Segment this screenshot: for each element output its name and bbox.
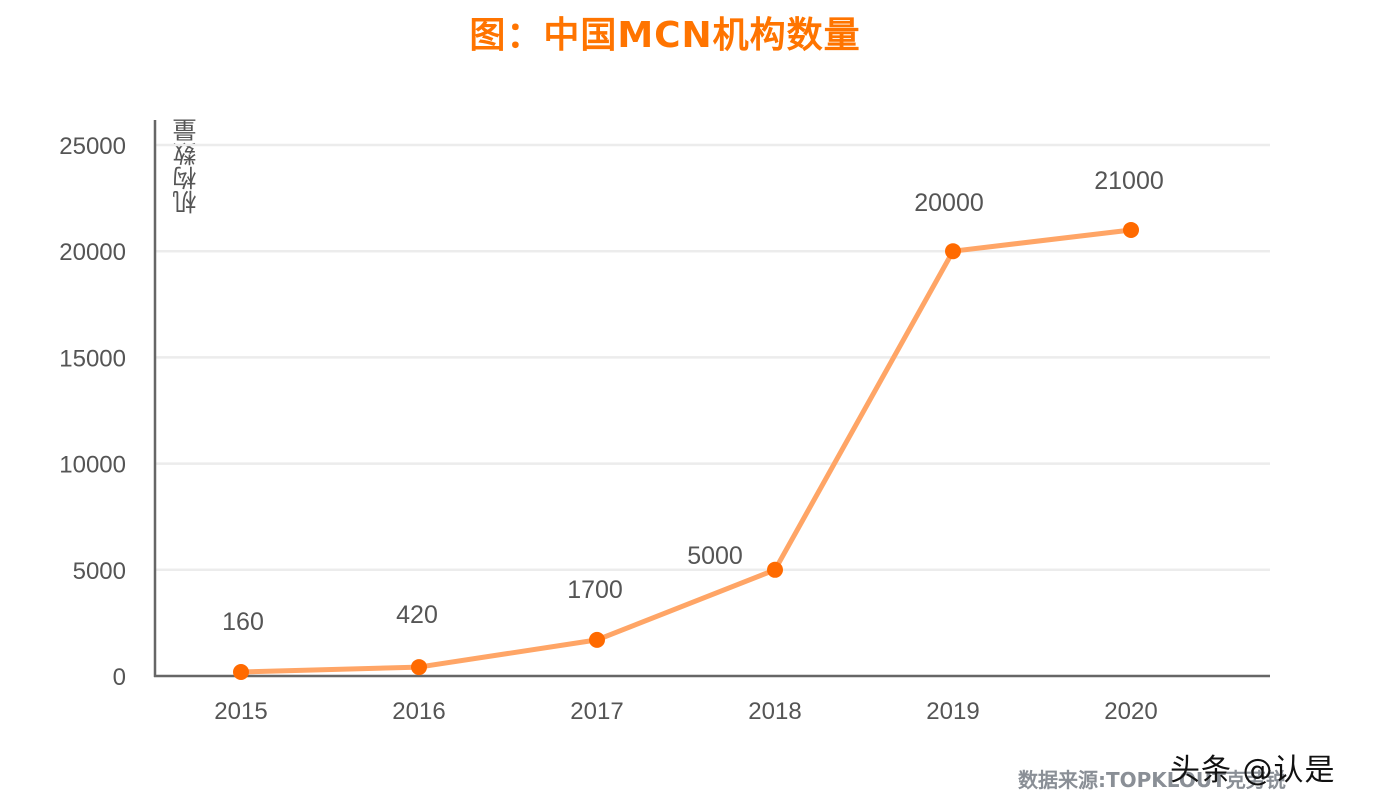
y-tick-label: 5000: [73, 558, 126, 585]
x-tick-label: 2017: [570, 698, 623, 725]
y-axis-ticks: 0 5000 10000 15000 20000 25000: [59, 133, 126, 691]
data-label: 1700: [567, 576, 623, 604]
gridlines: [155, 143, 1270, 572]
y-tick-label: 15000: [59, 345, 126, 372]
x-tick-label: 2016: [392, 698, 445, 725]
data-label: 20000: [914, 189, 984, 217]
data-point-marker: [945, 243, 961, 260]
y-tick-label: 20000: [59, 239, 126, 266]
data-labels: 160 420 1700 5000 20000 21000: [222, 167, 1164, 636]
y-tick-label: 0: [113, 664, 126, 691]
x-tick-label: 2019: [926, 698, 979, 725]
data-point-marker: [233, 664, 249, 680]
data-point-marker: [589, 631, 605, 648]
x-tick-label: 2018: [748, 698, 801, 725]
data-point-marker: [411, 659, 427, 676]
x-tick-label: 2020: [1104, 698, 1157, 725]
data-label: 420: [396, 601, 438, 629]
y-tick-label: 10000: [59, 452, 126, 479]
data-label: 5000: [687, 542, 743, 570]
axes: [153, 120, 1270, 678]
chart-title: 图：中国MCN机构数量: [469, 15, 861, 56]
y-tick-label: 25000: [59, 133, 126, 160]
source-note: 数据来源:TOPKLOUT克劳锐: [1018, 768, 1286, 792]
x-tick-label: 2015: [214, 698, 267, 725]
data-label: 21000: [1094, 167, 1164, 195]
x-axis-ticks: 2015 2016 2017 2018 2019 2020: [214, 698, 1157, 725]
watermark: 头条 @认是: [1170, 753, 1336, 788]
series-line: [240, 227, 1132, 675]
data-label: 160: [222, 608, 264, 636]
data-series: [233, 221, 1139, 680]
data-point-marker: [767, 561, 783, 578]
data-point-marker: [1123, 221, 1139, 238]
